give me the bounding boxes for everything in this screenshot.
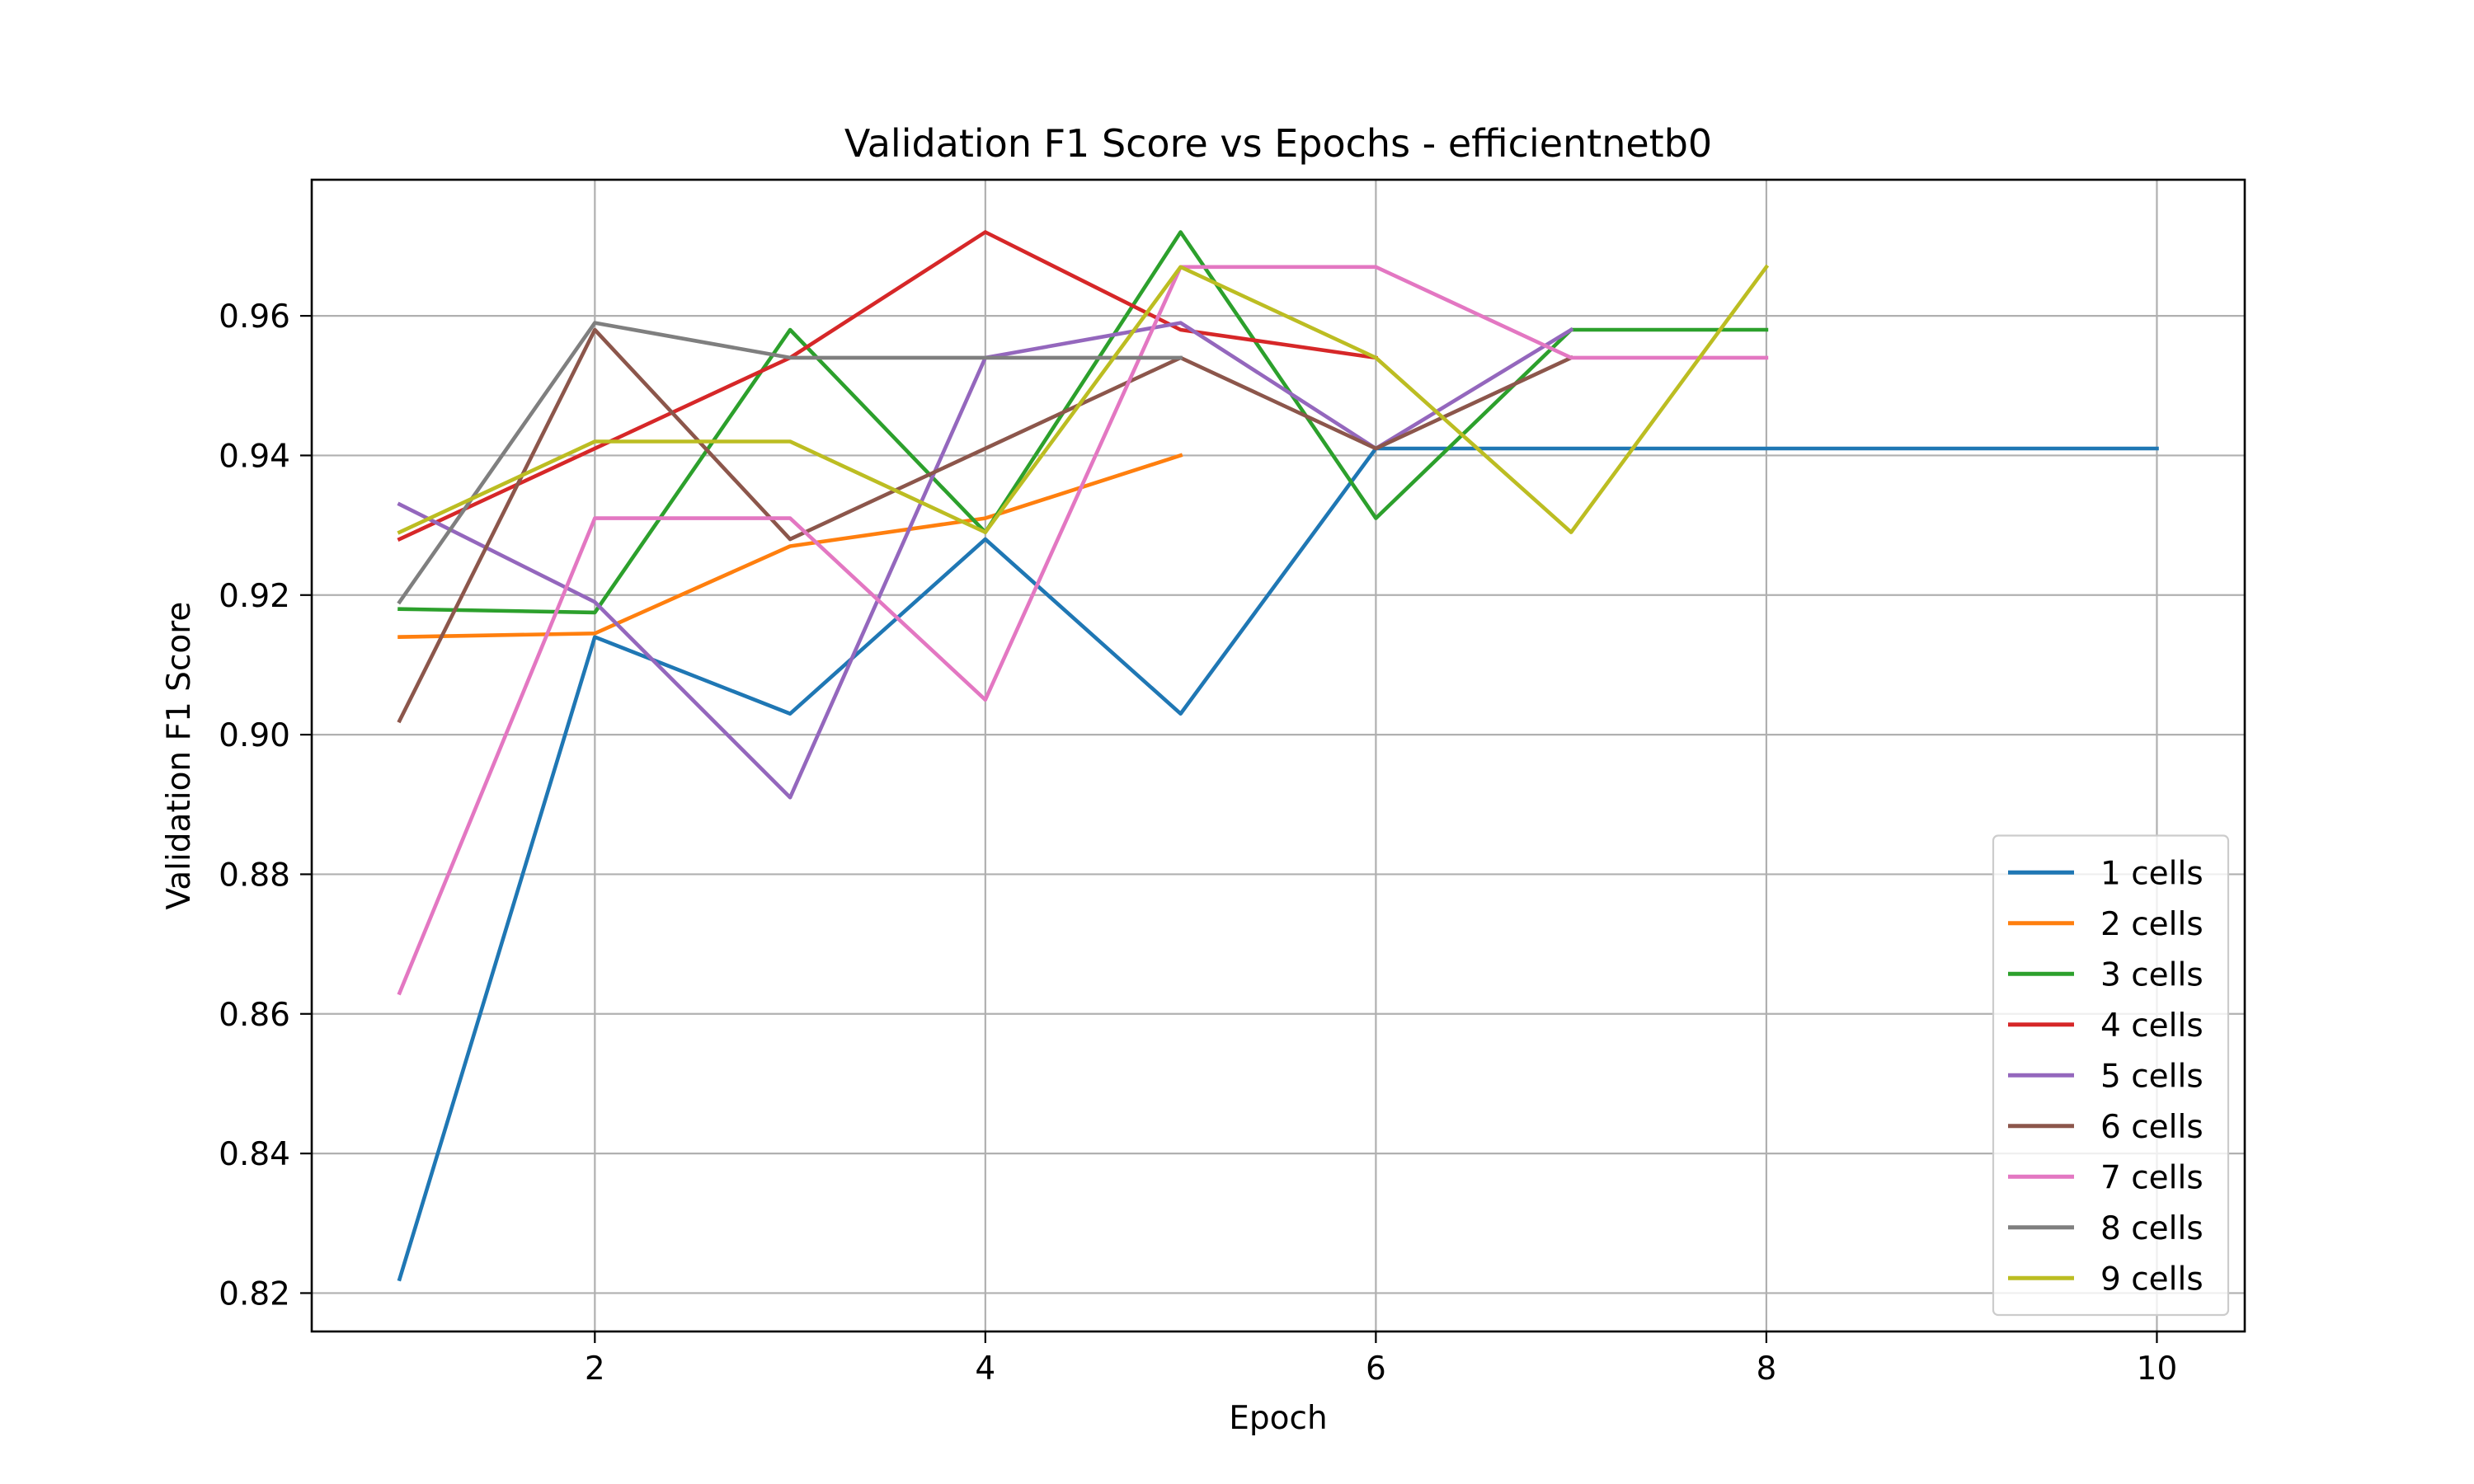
x-tick-label: 6 [1366, 1350, 1386, 1388]
y-tick-label: 0.96 [219, 298, 290, 336]
y-tick-label: 0.82 [219, 1275, 290, 1313]
series-line-4-cells [397, 230, 1379, 542]
legend-label: 2 cells [2100, 906, 2204, 943]
y-tick-label: 0.86 [219, 997, 290, 1034]
legend-label: 4 cells [2100, 1007, 2204, 1045]
x-tick-label: 8 [1757, 1350, 1777, 1388]
x-tick-label: 2 [585, 1350, 605, 1388]
series-line-2-cells [397, 453, 1183, 639]
legend-box [1992, 834, 2230, 1317]
legend-label: 7 cells [2100, 1159, 2204, 1196]
legend-label: 8 cells [2100, 1210, 2204, 1247]
legend-label: 3 cells [2100, 956, 2204, 993]
chart-title: Validation F1 Score vs Epochs - efficien… [844, 121, 1712, 166]
legend-label: 6 cells [2100, 1109, 2204, 1146]
plot-frame [310, 178, 2246, 1333]
grid-lines [312, 180, 2245, 1331]
series-line-8-cells [397, 321, 1183, 605]
y-tick-label: 0.94 [219, 438, 290, 475]
x-tick-label: 4 [975, 1350, 995, 1388]
series-line-7-cells [397, 265, 1769, 996]
legend: 1 cells 2 cells 3 cells 4 cells 5 cells 6 cel… [1992, 834, 2230, 1317]
series-line-3-cells [397, 230, 1769, 615]
legend-label: 5 cells [2100, 1058, 2204, 1095]
y-tick-label: 0.84 [219, 1136, 290, 1173]
legend-label: 9 cells [2100, 1261, 2204, 1298]
series-line-6-cells [397, 327, 1574, 724]
x-tick-label: 10 [2137, 1350, 2178, 1388]
x-axis-label: Epoch [1229, 1400, 1327, 1437]
series-line-9-cells [397, 264, 1770, 535]
y-tick-label: 0.92 [219, 578, 290, 615]
y-axis-label: Validation F1 Score [161, 602, 198, 910]
legend-label: 1 cells [2100, 855, 2204, 892]
axis-ticks: 2 4 6 8 10 0.82 0.84 0.86 0.88 0.90 0.92 0.94 0.96 [219, 298, 2177, 1388]
y-tick-label: 0.90 [219, 717, 290, 754]
y-tick-label: 0.88 [219, 857, 290, 894]
series-line-1-cells [397, 446, 2159, 1282]
series-lines [397, 230, 2159, 1282]
